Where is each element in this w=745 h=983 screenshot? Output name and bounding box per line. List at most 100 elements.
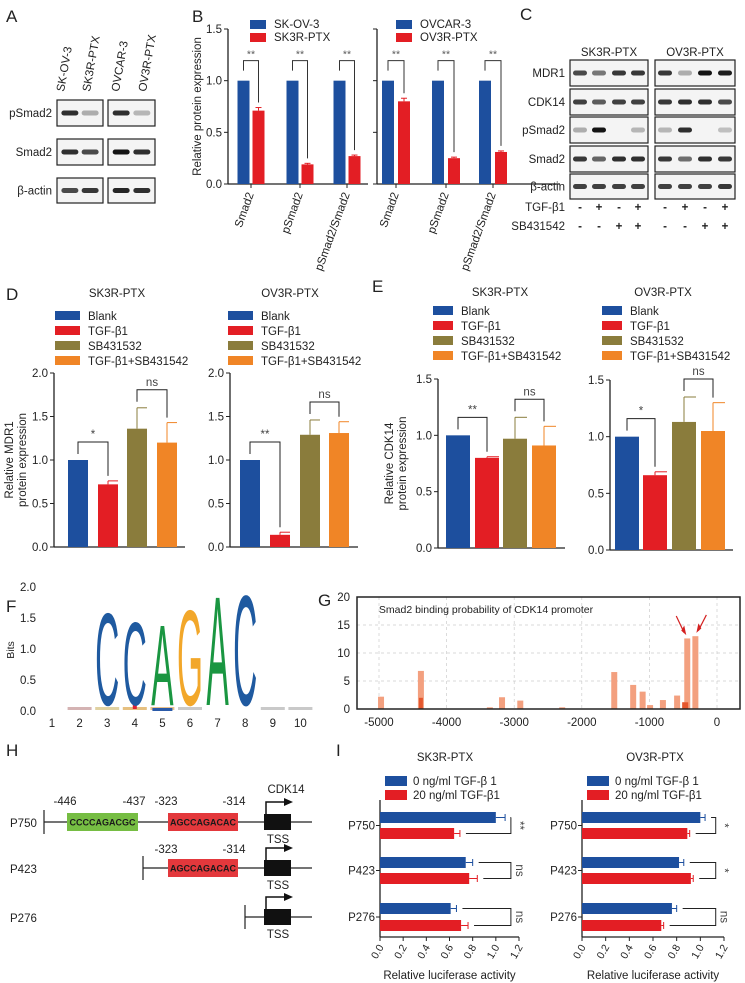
tss-label: TSS (267, 880, 290, 892)
y-tick-label: P276 (550, 912, 577, 924)
x-tick-label: 0.4 (415, 942, 433, 961)
x-tick-label: 0.6 (438, 942, 456, 961)
panel-label: C (520, 5, 532, 24)
significance-label: * (718, 823, 730, 828)
minor-letter-mark (260, 707, 285, 710)
x-axis-label: Relative luciferase activity (383, 970, 516, 982)
bar (448, 158, 460, 184)
legend-label: SK3R-PTX (274, 32, 331, 44)
legend-swatch (602, 321, 622, 330)
x-tick-label: 5 (159, 718, 165, 730)
significance-bracket (309, 401, 340, 417)
sequence-logo-f: 0.0 0.5 1.0 1.5 2.0 Bits 1 2 3 4 5 6 7 8 9 10 C C A G A C (5, 564, 313, 740)
treatment-sign: + (702, 221, 709, 233)
bar (503, 438, 527, 548)
blot-row-label: Smad2 (529, 154, 565, 166)
bar (643, 475, 667, 550)
bar (615, 436, 639, 550)
bar (380, 828, 455, 839)
panel-label: H (6, 741, 18, 760)
x-tick-label: pSmad2 (280, 191, 306, 235)
blot-band (698, 156, 712, 162)
tss-label: TSS (267, 929, 290, 941)
legend-swatch (55, 311, 80, 320)
bar (348, 156, 361, 184)
treatment-sign: + (616, 221, 623, 233)
logo-letter: C (233, 564, 257, 740)
bar (157, 442, 177, 547)
bar (382, 80, 394, 184)
legend-swatch (228, 356, 253, 365)
arrow-head-icon (696, 623, 702, 633)
bar (329, 433, 349, 547)
bar (380, 873, 470, 884)
blot-band (612, 156, 626, 162)
panel-label: E (372, 277, 383, 296)
legend-swatch (433, 351, 453, 360)
significance-bracket (292, 60, 308, 159)
y-axis-label: protein expression (397, 417, 409, 511)
tss-box (264, 860, 291, 876)
blot-band (658, 184, 672, 189)
significance-label: ns (523, 386, 535, 398)
y-tick-label: 1.0 (32, 455, 48, 467)
chart-title: Smad2 binding probability of CDK14 promo… (379, 604, 594, 616)
blot-band (573, 156, 587, 162)
blot-band (718, 99, 732, 105)
site-sequence: AGCCAGACAC (170, 864, 236, 874)
legend-label: SB431532 (261, 341, 315, 353)
luciferase-chart-i: 0.0 0.2 0.4 0.6 0.8 1.0 1.2 Relative luciferase… (550, 752, 731, 982)
legend-label: SK-OV-3 (274, 19, 319, 31)
lane-label: SK3R-PTX (81, 35, 103, 93)
legend-label: TGF-β1 (261, 326, 301, 338)
y-tick-label: 1.0 (588, 432, 604, 444)
blot-row-label: CDK14 (528, 97, 566, 109)
significance-bracket (683, 378, 714, 398)
legend-label: OVCAR-3 (420, 19, 471, 31)
x-tick-label: -4000 (432, 717, 461, 729)
legend-label: Blank (630, 306, 659, 318)
x-tick-label: 10 (294, 718, 307, 730)
bar (611, 672, 618, 709)
logo-letter: A (206, 564, 228, 738)
bar (532, 445, 556, 548)
significance-bracket (462, 908, 512, 926)
bar (301, 164, 314, 184)
site-end-label: -314 (222, 844, 246, 856)
legend-swatch (55, 356, 80, 365)
tss-arrow-icon (265, 801, 286, 814)
significance-bracket (136, 389, 168, 418)
bar (582, 828, 688, 839)
legend-swatch (396, 20, 412, 29)
blot-band (573, 184, 587, 189)
blot-band (612, 184, 626, 189)
legend-swatch (587, 790, 609, 800)
blot-band (81, 149, 99, 155)
legend-label: Blank (88, 311, 117, 323)
lane-label: OV3R-PTX (137, 33, 159, 92)
bar (582, 920, 662, 931)
minor-letter-mark (67, 707, 92, 710)
bar (378, 696, 385, 709)
legend-label: OV3R-PTX (420, 32, 478, 44)
blot-band (112, 149, 130, 155)
bar (674, 695, 681, 709)
x-axis-label: Relative luciferase activity (587, 970, 720, 982)
significance-bracket (669, 908, 717, 926)
blot-row-label: pSmad2 (9, 108, 52, 120)
blot-band (631, 184, 645, 189)
blot-band (573, 127, 587, 133)
y-tick-label: 1.5 (20, 613, 36, 625)
legend-swatch (228, 326, 253, 335)
tss-label: TSS (267, 834, 290, 846)
panel-label: F (6, 597, 16, 616)
blot-band (133, 149, 151, 155)
legend-swatch (433, 336, 453, 345)
bar-chart-e: 0.0 0.5 1.0 1.5 Relative CDK14 protein expres… (384, 287, 565, 555)
y-tick-label: P750 (550, 821, 577, 833)
blot-row-label: Smad2 (16, 147, 52, 159)
binding-site (67, 813, 138, 831)
minor-letter-mark (178, 707, 202, 710)
y-tick-label: P423 (348, 866, 375, 878)
